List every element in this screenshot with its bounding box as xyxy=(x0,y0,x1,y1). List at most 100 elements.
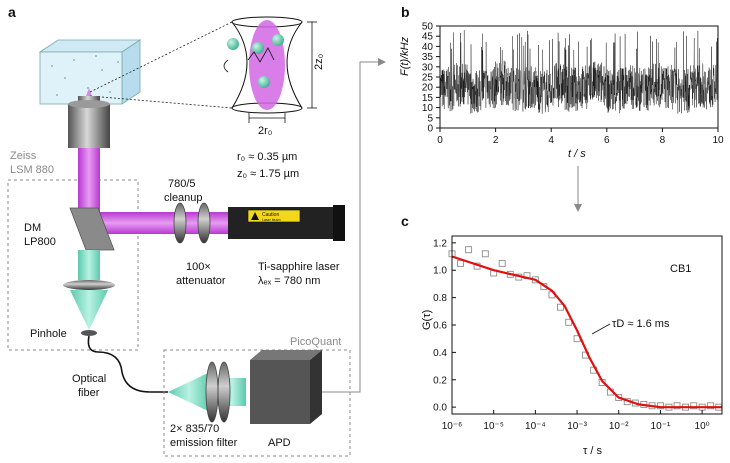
signal-arrowhead xyxy=(378,58,386,66)
attenuator-label-2: attenuator xyxy=(176,275,226,287)
attenuator-label-1: 100× xyxy=(186,261,211,273)
ti-sapphire-laser xyxy=(228,205,345,241)
caution-label-2: Laser beam xyxy=(262,218,281,222)
emission-beam xyxy=(78,250,100,280)
cleanup-filter xyxy=(173,202,211,244)
y-tick-label: 15 xyxy=(422,93,434,104)
b-xlabel: t / s xyxy=(568,148,586,160)
tube-lens xyxy=(63,280,115,290)
b-ylabel: F(t)/kHz xyxy=(399,36,411,76)
c-plot-area: 10⁻⁶ 10⁻⁵ 10⁻⁴ 10⁻³ 10⁻² 10⁻¹ 10⁰ 0.0 0.2 0.4 0.6 0… xyxy=(433,235,723,432)
emission-focus xyxy=(70,290,108,330)
y-tick-label: 1.0 xyxy=(433,266,447,277)
signal-arrow xyxy=(322,61,380,393)
panel-c-label: c xyxy=(401,213,409,229)
x-tick-label: 10⁻⁵ xyxy=(483,421,504,432)
warning-icon xyxy=(251,212,259,220)
y-tick-label: 25 xyxy=(422,73,434,84)
data-point xyxy=(465,246,473,254)
apd-detector xyxy=(250,350,322,424)
panel-b-label: b xyxy=(401,4,410,20)
y-tick-label: 0.6 xyxy=(433,321,447,332)
panel-a-label: a xyxy=(8,4,16,20)
data-point xyxy=(457,259,464,267)
r0-value: r₀ ≈ 0.35 µm xyxy=(237,151,297,163)
excitation-beam-horizontal xyxy=(96,212,236,234)
y-tick-label: 0.2 xyxy=(433,375,447,386)
dm-label-2: LP800 xyxy=(24,236,56,248)
fiber-label-1: Optical xyxy=(72,373,106,385)
data-point xyxy=(690,402,698,410)
y-tick-label: 0.8 xyxy=(433,293,447,304)
caution-label-1: Caution xyxy=(262,212,279,218)
x-tick-label: 10⁻³ xyxy=(567,421,587,432)
panel-a: a xyxy=(7,4,386,457)
y-tick-label: 40 xyxy=(422,42,434,53)
laser-label-2: λₑₓ = 780 nm xyxy=(258,275,320,287)
y-tick-label: 45 xyxy=(422,32,434,43)
picoquant-label: PicoQuant xyxy=(290,336,341,348)
y-tick-label: 0.0 xyxy=(433,403,447,414)
picoquant-box xyxy=(163,349,351,457)
objective-lens xyxy=(68,96,110,148)
apd-label: APD xyxy=(268,437,291,449)
focal-volume xyxy=(223,16,317,123)
excitation-beam-vertical xyxy=(78,148,100,220)
x-tick-label: 2 xyxy=(493,135,499,146)
z0-value: z₀ ≈ 1.75 µm xyxy=(237,168,299,180)
y-tick-label: 10 xyxy=(422,103,434,114)
y-tick-label: 0.4 xyxy=(433,348,447,359)
c-xlabel: τ / s xyxy=(583,445,603,457)
optical-fiber xyxy=(87,335,168,393)
annotation-leader xyxy=(591,323,611,335)
x-tick-label: 10 xyxy=(712,135,724,146)
sample-cuvette xyxy=(38,39,142,105)
zeiss-label-2: LSM 880 xyxy=(10,164,54,176)
trace-line xyxy=(439,30,719,114)
dm-label-1: DM xyxy=(24,222,41,234)
y-tick-label: 20 xyxy=(422,83,434,94)
cleanup-label-1: 780/5 xyxy=(168,178,196,190)
emission-filter-2 xyxy=(217,361,231,423)
x-tick-label: 6 xyxy=(604,135,610,146)
y-tick-label: 0 xyxy=(427,124,433,135)
cleanup-label-2: cleanup xyxy=(164,192,203,204)
c-annotation: τD ≈ 1.6 ms xyxy=(612,318,670,330)
emission-filter-1 xyxy=(205,361,219,423)
y-tick-label: 30 xyxy=(422,62,434,73)
x-tick-label: 10⁻⁶ xyxy=(442,421,463,432)
fiber-output-cone xyxy=(168,372,210,412)
zeiss-label-1: Zeiss xyxy=(10,150,37,162)
data-point xyxy=(557,303,564,311)
data-point xyxy=(481,250,489,258)
fit-line xyxy=(451,255,722,409)
x-tick-label: 10⁻² xyxy=(609,421,629,432)
y-tick-label: 50 xyxy=(422,22,434,33)
pinhole-label: Pinhole xyxy=(30,328,67,340)
y-tick-label: 35 xyxy=(422,52,434,63)
filter-label-2: emission filter xyxy=(170,437,238,449)
b-to-c-arrowhead xyxy=(574,204,582,212)
r0-dim-label: 2r₀ xyxy=(258,125,272,137)
x-tick-label: 10⁻¹ xyxy=(651,421,671,432)
x-tick-label: 10⁰ xyxy=(695,421,710,432)
zeiss-box xyxy=(7,179,139,351)
x-tick-label: 0 xyxy=(437,135,443,146)
x-tick-label: 4 xyxy=(548,135,554,146)
y-tick-label: 1.2 xyxy=(433,238,447,249)
c-ylabel: G(τ) xyxy=(421,310,433,330)
dichroic-mirror xyxy=(69,207,115,251)
filter-label-1: 2× 835/70 xyxy=(170,423,219,435)
data-point xyxy=(707,402,715,410)
x-tick-label: 8 xyxy=(660,135,666,146)
panel-c: c G(τ) 10⁻⁶ 10⁻⁵ 10⁻⁴ 10⁻³ 10⁻² 10⁻¹ 10⁰ 0.0 0.2… xyxy=(401,213,723,457)
pinhole xyxy=(81,330,97,336)
data-point xyxy=(673,402,681,410)
z0-dim-label: 2z₀ xyxy=(313,54,325,70)
data-point xyxy=(498,259,506,267)
c-legend: CB1 xyxy=(670,263,691,275)
x-tick-label: 10⁻⁴ xyxy=(525,421,546,432)
